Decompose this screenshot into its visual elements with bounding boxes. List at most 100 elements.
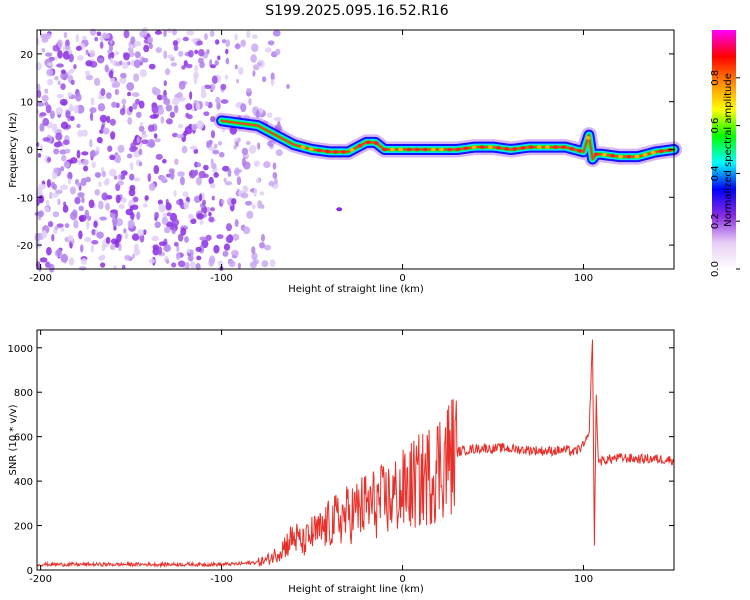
noise-blob [229, 126, 238, 135]
noise-blob [78, 266, 87, 271]
noise-blob [109, 57, 114, 64]
noise-blob [52, 211, 60, 218]
noise-blob [196, 255, 202, 261]
noise-blob [274, 177, 278, 185]
noise-blob [255, 178, 261, 184]
noise-blob [210, 207, 215, 212]
noise-blob [96, 136, 103, 144]
noise-blob [57, 198, 61, 206]
noise-blob [129, 173, 135, 181]
snr-ytick-label: 400 [14, 477, 33, 488]
noise-blob [84, 209, 90, 219]
noise-blob [41, 229, 48, 239]
noise-blob [44, 101, 49, 107]
noise-blob [160, 176, 167, 183]
noise-blob [166, 212, 172, 217]
noise-blob [39, 123, 45, 132]
noise-blob [177, 171, 185, 177]
signal-hotspot [642, 152, 648, 157]
snr-ytick-label: 200 [14, 522, 33, 533]
noise-blob [214, 39, 220, 45]
noise-blob [219, 151, 225, 158]
signal-hotspot [520, 146, 526, 150]
noise-blob [165, 221, 174, 228]
noise-blob [105, 92, 112, 100]
noise-blob [164, 68, 171, 76]
noise-blob [62, 204, 69, 213]
noise-blob [275, 149, 283, 157]
noise-blob [225, 48, 229, 55]
noise-blob [80, 177, 87, 187]
noise-blob [245, 200, 253, 206]
noise-blob [100, 88, 106, 97]
noise-blob [44, 88, 49, 94]
noise-blob [128, 51, 135, 58]
noise-blob [63, 31, 68, 39]
noise-blob [115, 194, 121, 204]
noise-blob [113, 80, 121, 88]
noise-blob [53, 148, 60, 155]
noise-blob [143, 44, 150, 53]
noise-blob [107, 145, 113, 152]
noise-blob [161, 158, 167, 164]
noise-blob [64, 148, 71, 154]
noise-blob [39, 257, 48, 263]
noise-blob [175, 199, 180, 205]
noise-blob [102, 127, 110, 135]
noise-blob [102, 32, 108, 40]
noise-blob [36, 90, 42, 99]
noise-blob [270, 78, 275, 86]
noise-blob [208, 146, 216, 151]
noise-blob [180, 227, 187, 236]
noise-blob [204, 101, 209, 107]
noise-blob [241, 147, 249, 156]
noise-blob [65, 39, 70, 48]
noise-blob [113, 175, 118, 180]
noise-blob [98, 200, 104, 210]
noise-blob [163, 227, 169, 233]
noise-blob [173, 241, 179, 247]
noise-blob [38, 210, 45, 218]
noise-blob [155, 153, 163, 160]
colorbar-tick-label: 0.8 [710, 70, 721, 86]
noise-blob [112, 216, 118, 225]
spectrogram-xtick-label: -200 [29, 273, 52, 284]
noise-blob [138, 125, 145, 132]
noise-blob [60, 71, 69, 81]
noise-blob [97, 103, 106, 112]
noise-blob [217, 141, 223, 146]
noise-blob [119, 107, 126, 116]
noise-blob [106, 115, 111, 124]
noise-blob [60, 184, 68, 191]
noise-blob [177, 233, 184, 242]
noise-blob [269, 259, 276, 268]
noise-blob [234, 64, 238, 70]
noise-blob [69, 106, 74, 112]
noise-blob [49, 110, 55, 119]
noise-blob [128, 105, 133, 113]
noise-blob [53, 167, 59, 174]
noise-blob [152, 247, 160, 256]
noise-blob [233, 144, 237, 150]
noise-blob [98, 255, 105, 261]
noise-blob [206, 48, 210, 55]
noise-blob [89, 139, 93, 148]
snr-xtick-label: 100 [574, 574, 593, 585]
signal-hotspot [324, 149, 330, 154]
spectrogram-xtick-label: 100 [574, 273, 593, 284]
noise-blob [109, 244, 116, 251]
noise-blob [225, 39, 231, 48]
signal-hotspot [658, 149, 664, 153]
noise-blob [129, 44, 134, 49]
noise-blob [82, 36, 87, 41]
noise-blob [108, 45, 114, 52]
noise-blob [64, 223, 70, 229]
noise-blob [209, 183, 216, 189]
noise-blob [163, 29, 167, 38]
noise-blob [151, 235, 160, 242]
noise-blob [197, 57, 204, 64]
noise-blob [109, 154, 116, 161]
noise-blob [106, 33, 111, 39]
